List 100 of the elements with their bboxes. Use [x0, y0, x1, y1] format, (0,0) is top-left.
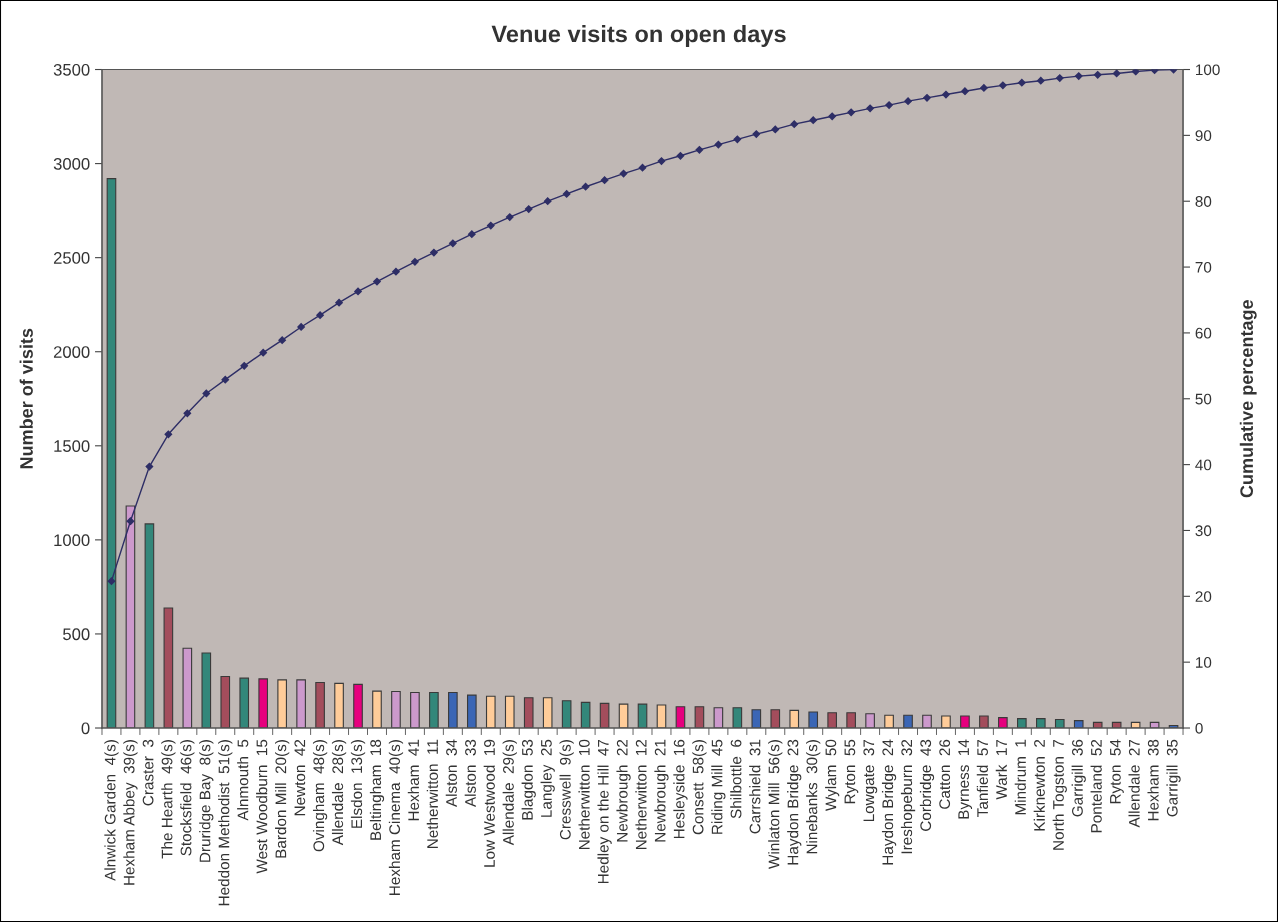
bar	[884, 714, 894, 729]
bar	[296, 679, 306, 729]
bar	[694, 706, 705, 729]
x-tick-label: Mindrum 1	[1014, 739, 1026, 815]
point	[259, 348, 268, 357]
point	[373, 277, 381, 286]
x-tick-label: Wark 17	[995, 739, 1007, 800]
bar	[466, 694, 477, 729]
bar	[448, 691, 458, 729]
point	[297, 323, 305, 331]
point	[505, 213, 514, 221]
x-tick-label: Beltingham 18	[369, 739, 385, 840]
point	[980, 84, 988, 92]
bar	[618, 703, 629, 729]
bar	[1054, 718, 1065, 729]
point	[961, 87, 969, 96]
bar	[998, 717, 1008, 729]
x-tick-label: North Togston 7	[1052, 739, 1067, 850]
bar	[1017, 718, 1027, 729]
x-tick-label: Catton 26	[939, 739, 951, 809]
bar	[979, 715, 989, 729]
bar	[391, 690, 401, 729]
x-tick-label: Ninebanks 30(s)	[806, 740, 821, 854]
x-tick-label: Craster 3	[142, 739, 154, 806]
point	[221, 375, 230, 384]
bar	[865, 713, 875, 729]
x-tick-label: Haydon Bridge 24	[881, 739, 897, 865]
bar	[144, 523, 155, 729]
bar	[751, 709, 762, 729]
x-tick-label: Netherwitton 11	[426, 739, 438, 848]
x-tick-label: The Hearth 49(s)	[161, 740, 176, 859]
bar	[846, 712, 856, 729]
x-tick-label: Newbrough 22	[616, 739, 631, 842]
x-tick-label: Ryton 55	[844, 739, 859, 804]
point	[999, 81, 1007, 90]
point	[714, 140, 723, 149]
x-tick-label: Hexham Abbey 39(s)	[123, 740, 138, 885]
x-tick-label: Druridge Bay 8(s)	[199, 740, 214, 862]
bar	[485, 695, 496, 729]
x-tick-label: Garrigill 36	[1071, 739, 1086, 817]
x-tick-label: Blagdon 53	[521, 739, 536, 820]
x-tick-label: Allendale 29(s)	[502, 740, 517, 846]
x-tick-label: Corbridge 43	[919, 739, 935, 831]
point	[885, 101, 893, 109]
x-tick-label: Byrness 14	[958, 739, 973, 819]
point	[449, 239, 457, 248]
point	[543, 197, 552, 206]
bar	[732, 707, 743, 729]
point	[316, 311, 324, 319]
y-tick-label: 2500	[53, 252, 90, 264]
chart-title: Venue visits on open days	[491, 25, 786, 47]
x-tick-label: Carrshield 31	[749, 739, 761, 834]
point	[335, 298, 343, 307]
bar	[220, 675, 231, 729]
point	[771, 125, 780, 134]
bar	[827, 712, 837, 729]
x-tick-label: Netherwitton 12	[635, 739, 647, 850]
x-tick-label: Consett 58(s)	[692, 740, 707, 835]
x-tick-label: Wylam 50	[825, 739, 840, 812]
y2-axis-title: Cumulative percentage	[1239, 300, 1257, 498]
point	[1112, 69, 1121, 78]
x-tick-label: Ovingham 48(s)	[312, 740, 328, 852]
x-tick-label: Lowgate 37	[863, 739, 878, 822]
bar	[315, 681, 325, 729]
bar	[770, 709, 781, 729]
x-tick-label: Allendale 28(s)	[331, 740, 347, 846]
y-tick-label: 1000	[54, 534, 90, 547]
bar	[504, 695, 515, 729]
x-tick-label: Allendale 27	[1128, 739, 1140, 828]
point	[430, 248, 438, 257]
x-tick-label: Ireshopeburn 32	[900, 739, 916, 854]
point	[866, 104, 874, 113]
point	[676, 151, 685, 160]
bar	[106, 178, 117, 729]
bar	[523, 697, 534, 729]
point	[164, 430, 173, 439]
y2-tick-label: 60	[1195, 327, 1212, 339]
x-tick-label: Tanfield 57	[976, 739, 988, 817]
point	[202, 389, 211, 398]
y2-tick-label: 30	[1195, 525, 1212, 537]
y2-tick-label: 100	[1196, 64, 1220, 76]
point	[809, 116, 818, 125]
bar	[789, 709, 800, 729]
point	[467, 230, 476, 238]
y-tick-label: 3500	[53, 63, 90, 76]
x-tick-label: Alnmouth 5	[237, 739, 249, 821]
point	[278, 336, 286, 344]
point	[904, 97, 912, 105]
bar	[808, 711, 819, 729]
bar	[637, 703, 648, 729]
bar	[429, 691, 439, 729]
point	[183, 409, 192, 418]
point	[752, 130, 761, 138]
x-tick-label: Newbrough 21	[654, 739, 669, 842]
y2-tick-label: 10	[1196, 657, 1212, 668]
point	[619, 169, 628, 178]
x-tick-label: Alnwick Garden 4(s)	[104, 740, 119, 881]
point	[847, 108, 855, 117]
x-tick-label: Low Westwood 19	[483, 739, 495, 867]
bar	[239, 677, 250, 729]
